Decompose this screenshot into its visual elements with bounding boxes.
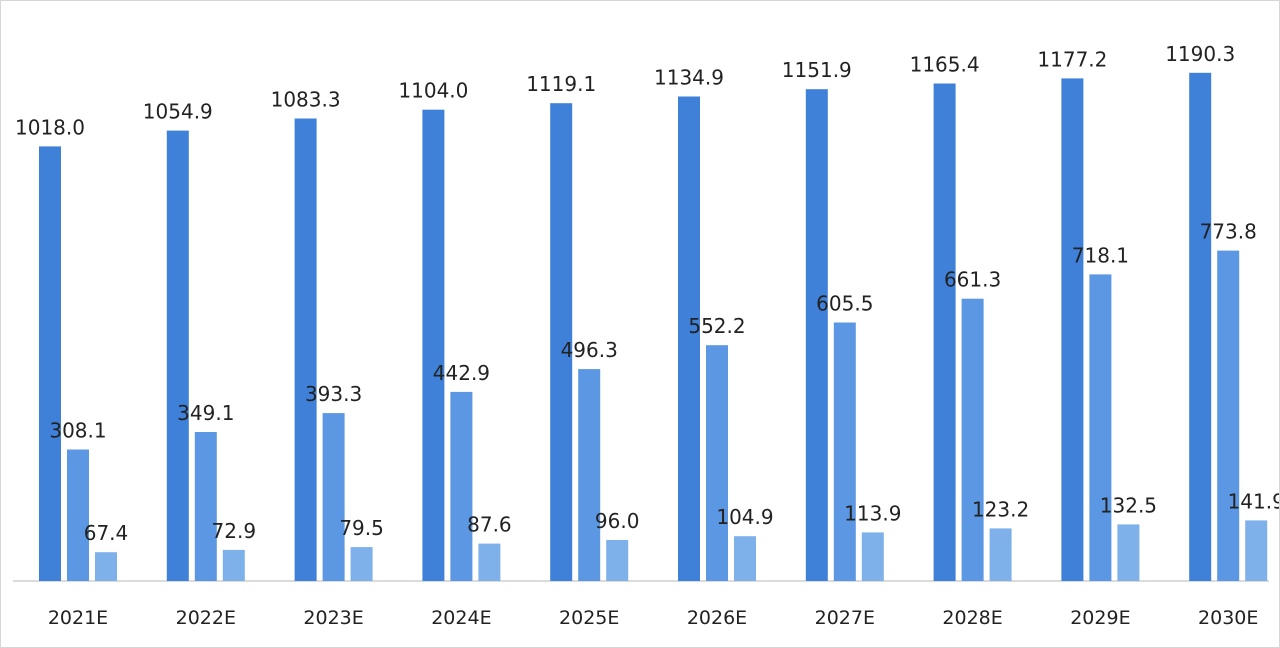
category-label-2026E: 2026E	[687, 607, 747, 629]
bar-2022E-s2	[194, 432, 217, 581]
bar-2030E-s1	[1189, 72, 1212, 582]
value-label-2028E-s1: 1165.4	[910, 53, 980, 77]
value-label-2023E-s1: 1083.3	[271, 88, 341, 112]
value-label-2025E-s3: 96.0	[595, 509, 640, 533]
value-label-2025E-s1: 1119.1	[526, 72, 596, 96]
value-label-2024E-s3: 87.6	[467, 513, 512, 537]
value-label-2030E-s3: 141.9	[1228, 489, 1279, 513]
bar-2021E-s2	[67, 449, 89, 581]
category-label-2024E: 2024E	[431, 607, 491, 629]
bar-2025E-s2	[578, 369, 601, 581]
value-label-2021E-s3: 67.4	[84, 521, 129, 545]
bar-2027E-s1	[805, 89, 828, 581]
value-label-2027E-s2: 605.5	[816, 292, 873, 316]
bar-2030E-s2	[1217, 250, 1240, 581]
category-label-2023E: 2023E	[303, 607, 363, 629]
value-label-2024E-s2: 442.9	[433, 361, 490, 385]
value-label-2029E-s1: 1177.2	[1037, 47, 1107, 71]
value-label-2024E-s1: 1104.0	[398, 79, 468, 103]
value-label-2021E-s2: 308.1	[49, 419, 106, 443]
value-label-2023E-s2: 393.3	[305, 382, 362, 406]
bar-2022E-s3	[222, 549, 245, 581]
bars-layer	[39, 72, 1268, 582]
value-label-2029E-s2: 718.1	[1072, 243, 1129, 267]
value-label-2022E-s3: 72.9	[212, 519, 257, 543]
value-label-2030E-s2: 773.8	[1200, 220, 1257, 244]
bar-2021E-s3	[95, 552, 117, 581]
bar-2024E-s2	[450, 391, 473, 581]
bar-2029E-s3	[1117, 524, 1140, 581]
category-label-2028E: 2028E	[942, 607, 1002, 629]
bar-2029E-s2	[1089, 274, 1112, 581]
bar-2028E-s3	[989, 528, 1012, 581]
bar-2027E-s2	[833, 322, 856, 581]
bar-2023E-s2	[322, 413, 345, 581]
bar-2025E-s3	[606, 540, 629, 581]
bar-2029E-s1	[1061, 78, 1084, 582]
value-label-2026E-s3: 104.9	[716, 505, 773, 529]
bar-2021E-s1	[39, 146, 61, 581]
bar-2023E-s1	[294, 118, 317, 581]
value-label-2028E-s2: 661.3	[944, 268, 1001, 292]
bar-2027E-s3	[861, 532, 884, 581]
value-label-2021E-s1: 1018.0	[15, 115, 85, 139]
bar-2030E-s3	[1245, 520, 1268, 581]
category-label-2021E: 2021E	[48, 607, 108, 629]
value-label-2025E-s2: 496.3	[561, 338, 618, 362]
value-label-2026E-s2: 552.2	[688, 314, 745, 338]
value-label-2027E-s3: 113.9	[844, 501, 901, 525]
value-label-2029E-s3: 132.5	[1100, 493, 1157, 517]
bar-2022E-s1	[166, 130, 189, 581]
bar-2024E-s3	[478, 543, 501, 581]
bar-2024E-s1	[422, 109, 445, 581]
category-label-2027E: 2027E	[815, 607, 875, 629]
bar-2025E-s1	[550, 103, 573, 581]
bar-2026E-s2	[706, 345, 728, 581]
value-label-2028E-s3: 123.2	[972, 497, 1029, 521]
value-label-2022E-s1: 1054.9	[143, 100, 213, 124]
category-label-2029E: 2029E	[1070, 607, 1130, 629]
value-label-2026E-s1: 1134.9	[654, 66, 724, 90]
bar-2026E-s3	[734, 536, 756, 581]
bar-2028E-s2	[961, 298, 984, 581]
value-label-2027E-s1: 1151.9	[782, 58, 852, 82]
bar-2026E-s1	[678, 96, 700, 581]
bar-2023E-s3	[350, 547, 373, 581]
value-label-2023E-s3: 79.5	[339, 516, 384, 540]
value-label-2030E-s1: 1190.3	[1165, 42, 1235, 66]
value-label-2022E-s2: 349.1	[177, 401, 234, 425]
category-label-2030E: 2030E	[1198, 607, 1258, 629]
bar-2028E-s1	[933, 83, 956, 581]
category-label-2025E: 2025E	[559, 607, 619, 629]
value-labels-layer: 1018.0 308.1 67.4 1054.9 349.1 72.9 1083.3 393.…	[15, 42, 1279, 545]
category-labels-layer: 2021E 2022E 2023E 2024E 2025E 2026E 2027E 2028E…	[48, 607, 1259, 629]
category-label-2022E: 2022E	[176, 607, 236, 629]
